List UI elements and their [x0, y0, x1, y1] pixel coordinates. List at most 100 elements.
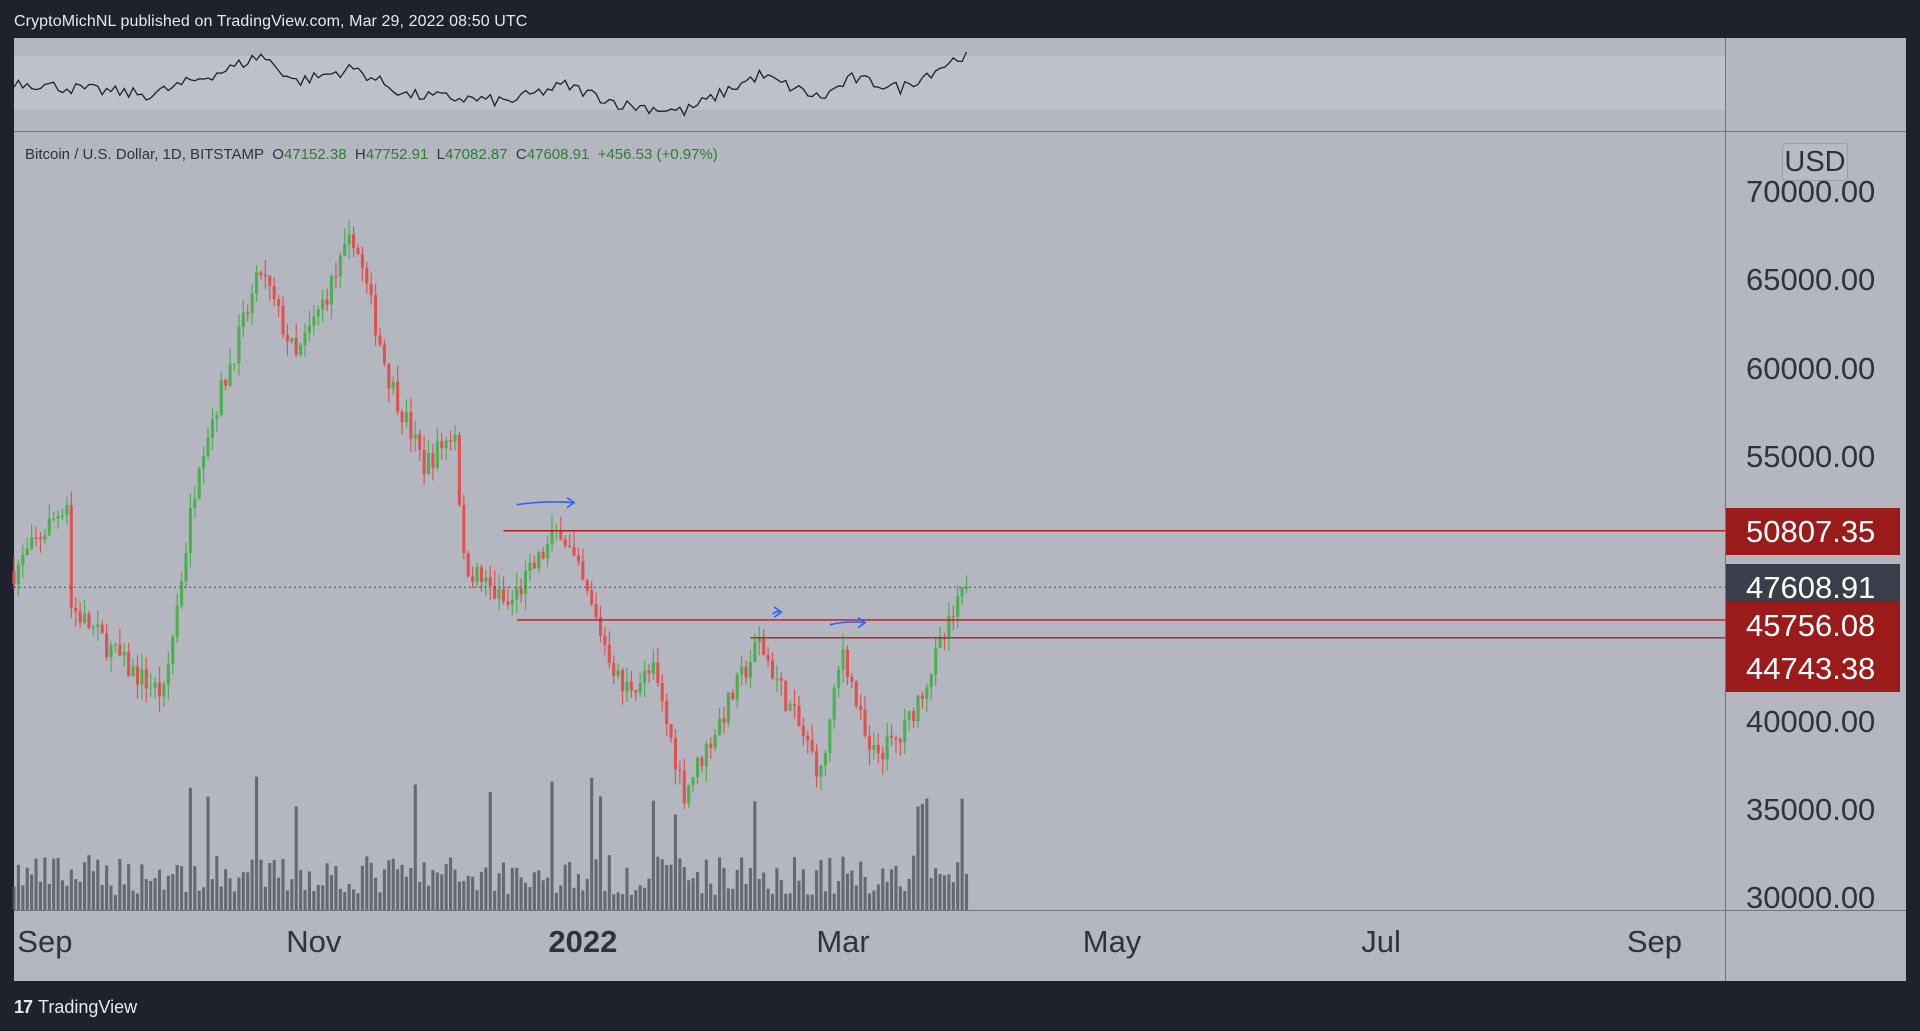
- volume-bar: [197, 890, 201, 910]
- candle-body: [272, 285, 276, 300]
- candle-body: [713, 735, 717, 748]
- candle-body: [418, 434, 422, 450]
- candle-body: [96, 624, 100, 628]
- volume-bar: [519, 877, 523, 910]
- volume-bar: [30, 874, 34, 910]
- volume-bar: [528, 887, 532, 910]
- volume-bar: [175, 864, 179, 910]
- time-tick-label: Jul: [1361, 924, 1401, 959]
- volume-bar: [704, 859, 708, 910]
- candle-body: [210, 419, 214, 438]
- candle-body: [378, 335, 382, 345]
- volume-bar: [78, 881, 82, 910]
- candle-body: [25, 548, 29, 556]
- candle-body: [144, 669, 148, 689]
- candle-body: [695, 757, 700, 778]
- volume-bar: [307, 871, 311, 910]
- volume-bar: [166, 875, 170, 910]
- candle-body: [748, 662, 752, 678]
- candle-body: [493, 585, 497, 599]
- volume-bar: [938, 874, 942, 910]
- volume-bar: [876, 884, 880, 910]
- volume-bar: [762, 872, 766, 910]
- candle-body: [854, 681, 858, 706]
- volume-bar: [259, 859, 263, 910]
- price-tick-label: 70000.00: [1746, 174, 1876, 209]
- candle-body: [224, 379, 228, 386]
- candle-body: [193, 498, 197, 509]
- candle-body: [669, 723, 673, 738]
- candle-body: [118, 644, 122, 656]
- volume-bar: [753, 801, 757, 910]
- time-axis-divider: [14, 910, 1906, 911]
- candle-body: [241, 312, 245, 327]
- volume-bar: [246, 872, 250, 910]
- candle-body: [528, 562, 532, 572]
- candle-body: [828, 719, 832, 754]
- candle-body: [665, 700, 669, 724]
- candle-body: [316, 309, 320, 317]
- candle-body: [590, 590, 594, 605]
- legend-change: +456.53 (+0.97%): [597, 146, 718, 163]
- oscillator-band: [14, 56, 1725, 110]
- candle-body: [766, 655, 770, 661]
- legend-close-label: C: [515, 146, 527, 163]
- volume-bar: [621, 894, 625, 910]
- volume-layer: [12, 776, 969, 910]
- candle-body: [413, 434, 417, 439]
- legend-low-label: L: [436, 146, 445, 163]
- volume-bar: [127, 864, 131, 910]
- volume-bar: [69, 869, 73, 910]
- candle-body: [938, 638, 942, 648]
- candle-body: [127, 651, 131, 676]
- arrow-head-icon: [566, 496, 576, 509]
- candle-body: [700, 757, 704, 767]
- volume-bar: [493, 890, 497, 910]
- volume-bar: [60, 880, 65, 910]
- volume-bar: [665, 865, 669, 910]
- candle-body: [647, 670, 651, 674]
- volume-bar: [634, 890, 638, 910]
- candle-body: [797, 705, 801, 726]
- volume-bar: [956, 862, 960, 910]
- candle-body: [876, 745, 880, 754]
- candle-body: [718, 718, 722, 736]
- candle-body: [634, 690, 638, 693]
- volume-bar: [144, 879, 148, 910]
- candle-body: [157, 682, 162, 697]
- chart-area[interactable]: [14, 38, 1906, 981]
- volume-bar: [87, 855, 91, 910]
- candle-body: [519, 588, 523, 595]
- volume-bar: [850, 870, 854, 910]
- volume-bar: [594, 859, 598, 910]
- volume-bar: [453, 869, 457, 910]
- volume-bar: [563, 864, 567, 910]
- price-axis-divider: [1725, 38, 1726, 981]
- volume-bar: [338, 888, 342, 910]
- candle-body: [78, 611, 82, 623]
- volume-bar: [449, 857, 453, 910]
- volume-bar: [881, 868, 885, 910]
- candle-body: [753, 641, 757, 663]
- volume-bar: [929, 878, 933, 910]
- volume-bar: [409, 867, 413, 910]
- pane-divider[interactable]: [14, 131, 1906, 132]
- candle-body: [616, 670, 620, 676]
- candle-body: [444, 440, 448, 449]
- volume-bar: [960, 798, 964, 910]
- candle-body: [259, 272, 263, 276]
- volume-bar: [942, 875, 947, 910]
- currency-button[interactable]: USD: [1782, 143, 1848, 181]
- volume-bar: [56, 858, 60, 910]
- price-tick-label: 40000.00: [1746, 703, 1876, 739]
- volume-bar: [598, 796, 603, 910]
- volume-bar: [290, 879, 294, 910]
- candle-body: [709, 743, 713, 748]
- candle-body: [30, 537, 34, 549]
- candle-body: [232, 363, 237, 365]
- candle-body: [374, 294, 378, 336]
- candle-body: [56, 516, 60, 519]
- candle-body: [277, 299, 281, 307]
- volume-bar: [797, 880, 801, 910]
